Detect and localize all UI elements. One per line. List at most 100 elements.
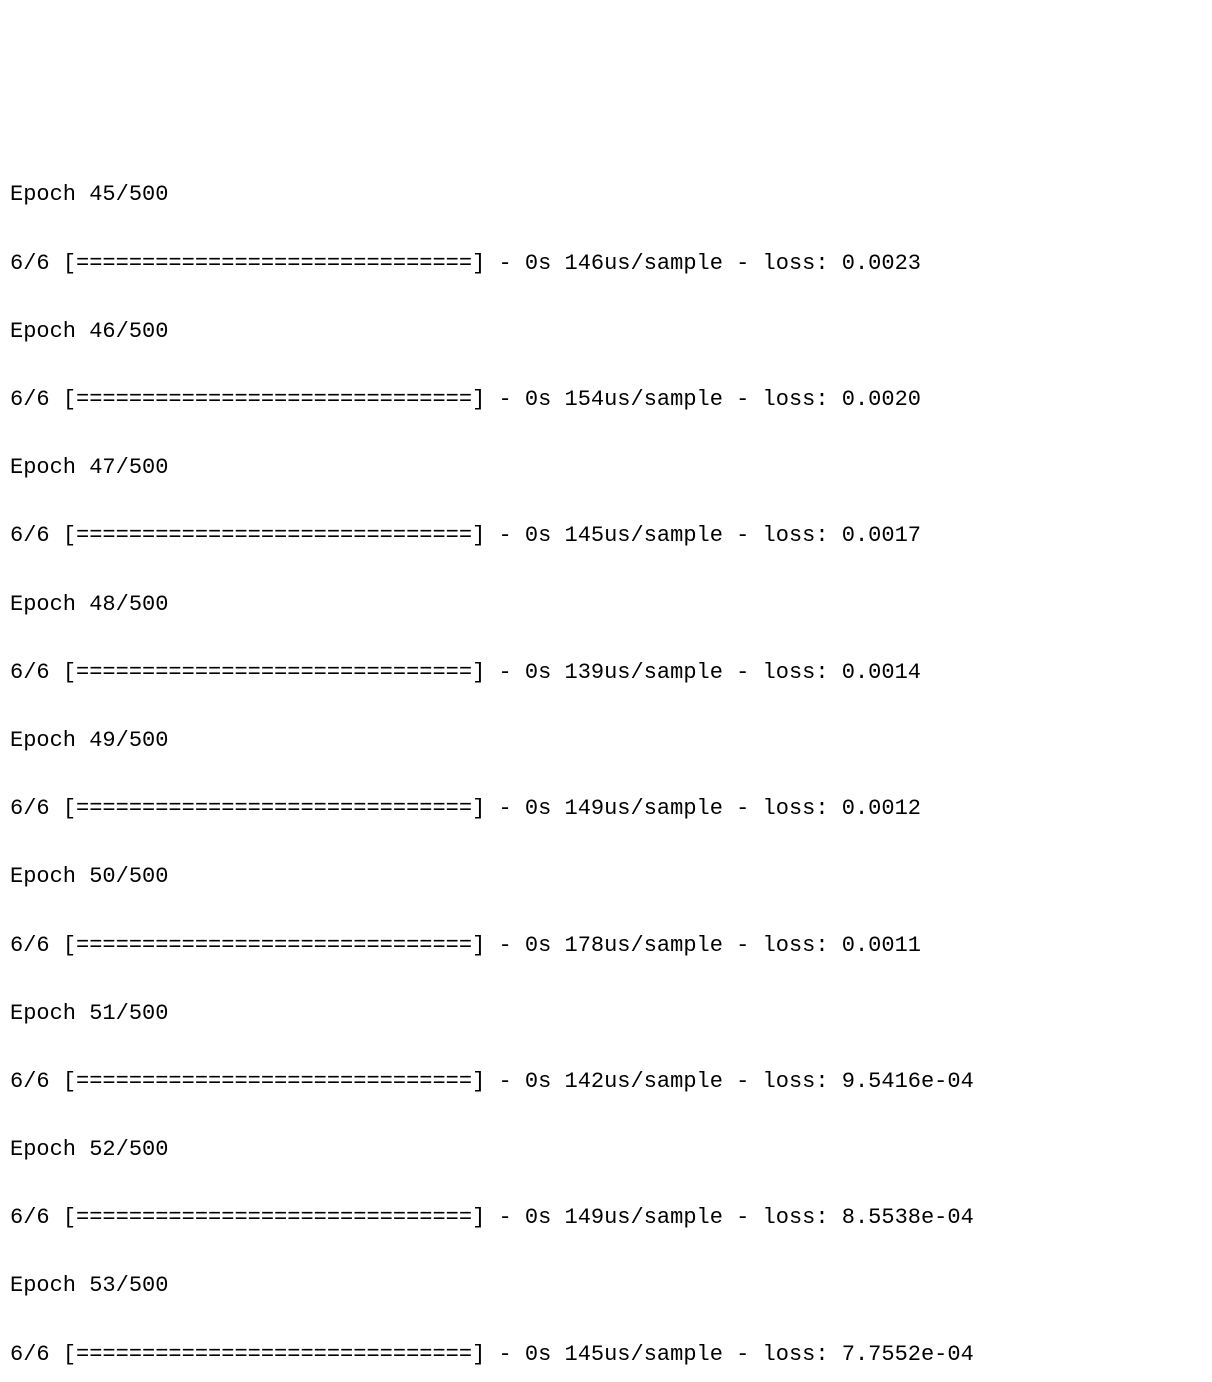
time-total: 0s [525,1205,551,1230]
separator: - [723,387,763,412]
time-unit: us/sample [604,1205,723,1230]
epoch-progress-line: 6/6 [==============================] - 0… [10,247,1202,281]
progress-bar: [==============================] [63,523,485,548]
loss-label: loss: [763,1205,829,1230]
separator: - [723,1205,763,1230]
loss-value: 7.7552e-04 [842,1342,974,1367]
loss-label: loss: [763,387,829,412]
epoch-label: Epoch 48/500 [10,592,168,617]
time-total: 0s [525,251,551,276]
epoch-header: Epoch 47/500 [10,451,1202,485]
epoch-progress-line: 6/6 [==============================] - 0… [10,792,1202,826]
time-per-sample: 146 [565,251,605,276]
time-per-sample: 145 [565,523,605,548]
separator: - [723,523,763,548]
progress-bar: [==============================] [63,387,485,412]
progress-bar: [==============================] [63,1342,485,1367]
steps-count: 6/6 [10,387,50,412]
loss-value: 0.0020 [842,387,921,412]
time-total: 0s [525,660,551,685]
separator: - [723,933,763,958]
time-unit: us/sample [604,933,723,958]
epoch-progress-line: 6/6 [==============================] - 0… [10,1201,1202,1235]
epoch-header: Epoch 52/500 [10,1133,1202,1167]
epoch-label: Epoch 53/500 [10,1273,168,1298]
separator: - [723,1069,763,1094]
loss-value: 0.0012 [842,796,921,821]
epoch-header: Epoch 51/500 [10,997,1202,1031]
time-per-sample: 149 [565,1205,605,1230]
steps-count: 6/6 [10,796,50,821]
separator: - [723,1342,763,1367]
separator: - [485,1342,525,1367]
separator: - [485,796,525,821]
separator: - [723,660,763,685]
time-total: 0s [525,933,551,958]
steps-count: 6/6 [10,933,50,958]
loss-label: loss: [763,796,829,821]
time-per-sample: 149 [565,796,605,821]
time-unit: us/sample [604,796,723,821]
loss-value: 0.0011 [842,933,921,958]
training-log-output: Epoch 45/500 6/6 [======================… [10,144,1202,1382]
time-per-sample: 145 [565,1342,605,1367]
loss-label: loss: [763,1069,829,1094]
time-unit: us/sample [604,251,723,276]
loss-value: 9.5416e-04 [842,1069,974,1094]
steps-count: 6/6 [10,523,50,548]
time-per-sample: 154 [565,387,605,412]
time-unit: us/sample [604,1069,723,1094]
progress-bar: [==============================] [63,796,485,821]
separator: - [723,251,763,276]
loss-value: 0.0017 [842,523,921,548]
epoch-header: Epoch 45/500 [10,178,1202,212]
epoch-progress-line: 6/6 [==============================] - 0… [10,519,1202,553]
loss-label: loss: [763,660,829,685]
time-per-sample: 139 [565,660,605,685]
loss-label: loss: [763,1342,829,1367]
time-total: 0s [525,387,551,412]
time-total: 0s [525,796,551,821]
steps-count: 6/6 [10,1342,50,1367]
time-unit: us/sample [604,523,723,548]
epoch-header: Epoch 48/500 [10,588,1202,622]
epoch-header: Epoch 50/500 [10,860,1202,894]
separator: - [485,660,525,685]
separator: - [485,251,525,276]
separator: - [485,523,525,548]
epoch-progress-line: 6/6 [==============================] - 0… [10,929,1202,963]
epoch-header: Epoch 49/500 [10,724,1202,758]
steps-count: 6/6 [10,1069,50,1094]
loss-value: 0.0023 [842,251,921,276]
loss-value: 0.0014 [842,660,921,685]
steps-count: 6/6 [10,251,50,276]
time-total: 0s [525,523,551,548]
epoch-header: Epoch 46/500 [10,315,1202,349]
epoch-progress-line: 6/6 [==============================] - 0… [10,1065,1202,1099]
epoch-progress-line: 6/6 [==============================] - 0… [10,1338,1202,1372]
separator: - [723,796,763,821]
separator: - [485,933,525,958]
progress-bar: [==============================] [63,1069,485,1094]
time-unit: us/sample [604,387,723,412]
epoch-label: Epoch 46/500 [10,319,168,344]
epoch-label: Epoch 52/500 [10,1137,168,1162]
loss-label: loss: [763,933,829,958]
separator: - [485,1205,525,1230]
progress-bar: [==============================] [63,251,485,276]
loss-label: loss: [763,251,829,276]
progress-bar: [==============================] [63,660,485,685]
progress-bar: [==============================] [63,933,485,958]
epoch-progress-line: 6/6 [==============================] - 0… [10,383,1202,417]
steps-count: 6/6 [10,660,50,685]
epoch-label: Epoch 45/500 [10,182,168,207]
time-per-sample: 142 [565,1069,605,1094]
loss-label: loss: [763,523,829,548]
loss-value: 8.5538e-04 [842,1205,974,1230]
epoch-label: Epoch 50/500 [10,864,168,889]
separator: - [485,1069,525,1094]
epoch-header: Epoch 53/500 [10,1269,1202,1303]
steps-count: 6/6 [10,1205,50,1230]
time-unit: us/sample [604,660,723,685]
epoch-progress-line: 6/6 [==============================] - 0… [10,656,1202,690]
